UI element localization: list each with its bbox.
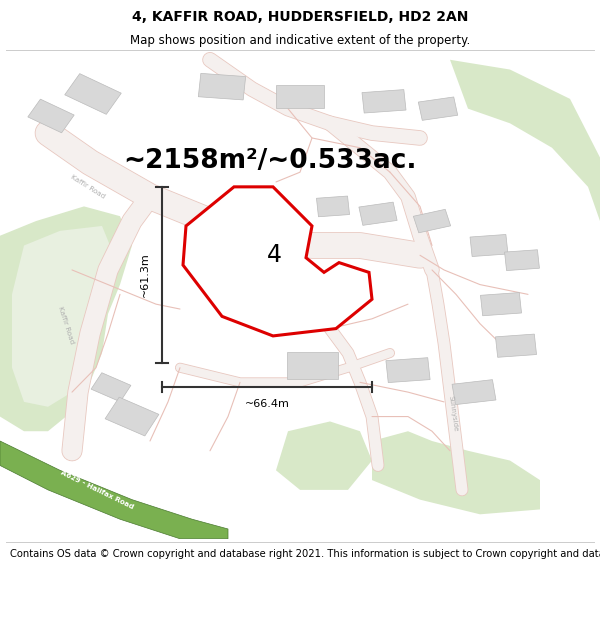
Polygon shape (183, 187, 372, 336)
Text: Sunnyside: Sunnyside (447, 396, 458, 432)
Text: ~2158m²/~0.533ac.: ~2158m²/~0.533ac. (123, 148, 417, 174)
Polygon shape (0, 206, 132, 431)
Text: ~66.4m: ~66.4m (245, 399, 289, 409)
Text: 4: 4 (268, 242, 283, 266)
Polygon shape (65, 74, 121, 114)
Polygon shape (452, 379, 496, 404)
Text: Kaffir Road: Kaffir Road (57, 305, 75, 344)
Polygon shape (386, 357, 430, 382)
Polygon shape (413, 209, 451, 232)
Text: ~61.3m: ~61.3m (140, 253, 150, 298)
Polygon shape (470, 234, 508, 256)
Polygon shape (450, 60, 600, 221)
Polygon shape (481, 292, 521, 316)
Polygon shape (418, 97, 458, 121)
Polygon shape (505, 250, 539, 271)
Polygon shape (496, 334, 536, 357)
Polygon shape (359, 202, 397, 226)
Text: Kaffir Road: Kaffir Road (201, 238, 241, 249)
Polygon shape (276, 421, 372, 490)
Polygon shape (372, 431, 540, 514)
Polygon shape (105, 397, 159, 436)
Polygon shape (28, 99, 74, 132)
Polygon shape (362, 89, 406, 113)
Text: 4, KAFFIR ROAD, HUDDERSFIELD, HD2 2AN: 4, KAFFIR ROAD, HUDDERSFIELD, HD2 2AN (132, 10, 468, 24)
Polygon shape (12, 226, 114, 407)
Polygon shape (316, 196, 350, 217)
Text: A629 - Halifax Road: A629 - Halifax Road (60, 469, 135, 510)
Text: Kaffir Road: Kaffir Road (69, 174, 106, 200)
Polygon shape (276, 85, 324, 108)
Polygon shape (199, 73, 245, 100)
Text: Contains OS data © Crown copyright and database right 2021. This information is : Contains OS data © Crown copyright and d… (10, 549, 600, 559)
Polygon shape (287, 352, 337, 379)
Polygon shape (0, 441, 228, 539)
Text: Map shows position and indicative extent of the property.: Map shows position and indicative extent… (130, 34, 470, 47)
Polygon shape (240, 259, 276, 286)
Polygon shape (91, 372, 131, 402)
